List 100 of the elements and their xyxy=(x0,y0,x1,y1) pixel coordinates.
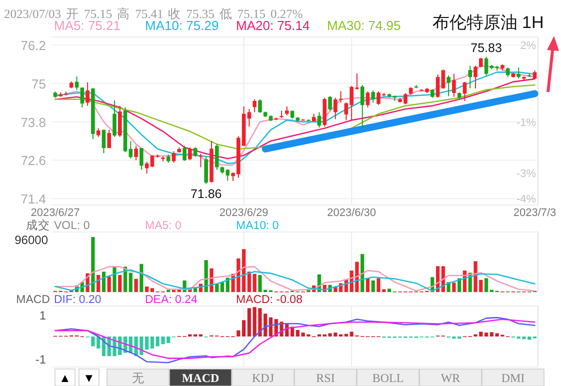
candlestick xyxy=(317,112,322,128)
bar xyxy=(490,332,494,336)
candlestick xyxy=(204,156,208,184)
text: 75.41 xyxy=(135,7,164,21)
y-axis-title: 成交 xyxy=(26,218,50,232)
candlestick xyxy=(360,84,364,129)
y-axis-title: MACD xyxy=(16,294,50,306)
candlestick xyxy=(366,90,370,108)
bar xyxy=(118,274,122,292)
chart-title: 布伦特原油 1H xyxy=(432,13,544,32)
x-tick-label: 2023/7/3 xyxy=(513,207,556,219)
bar xyxy=(150,336,154,348)
text: 2023/07/03 xyxy=(4,7,61,21)
bar xyxy=(252,274,256,292)
series-label: MACD: -0.08 xyxy=(236,294,302,306)
text: KDJ xyxy=(252,371,274,385)
bar xyxy=(145,286,149,292)
y2-tick-label: -4% xyxy=(516,194,536,206)
bar xyxy=(194,288,198,292)
text: MA5: 0 xyxy=(145,220,182,232)
y-tick-label: 75 xyxy=(32,76,46,92)
candlestick xyxy=(258,98,262,114)
y2-tick-label: -3% xyxy=(516,168,536,180)
text: MA30: 74.95 xyxy=(327,18,401,33)
text: ▲ xyxy=(59,371,71,385)
candlestick xyxy=(478,57,483,68)
bar xyxy=(296,330,300,336)
candlestick xyxy=(86,82,90,106)
candlestick xyxy=(198,153,203,168)
bar xyxy=(242,320,246,336)
bar xyxy=(247,308,251,336)
text: MA20: 75.14 xyxy=(236,18,310,33)
bar xyxy=(215,284,219,292)
x-tick-label: 2023/6/30 xyxy=(327,207,376,219)
candlestick xyxy=(80,87,84,108)
candlestick xyxy=(172,150,176,164)
candlestick xyxy=(247,108,252,128)
text: 高 xyxy=(117,6,130,21)
candlestick xyxy=(436,74,440,98)
candlestick xyxy=(452,73,456,98)
bar xyxy=(484,278,488,292)
text: 96000 xyxy=(14,233,48,247)
text: WR xyxy=(440,371,460,385)
candlestick xyxy=(468,65,472,89)
x-tick-label: 2023/6/29 xyxy=(219,207,268,219)
y2-tick-label: -1% xyxy=(516,116,536,129)
text: MA10: 0 xyxy=(236,220,279,232)
x-tick-label: 2023/6/27 xyxy=(30,207,80,219)
text: BOLL xyxy=(372,371,404,385)
bar xyxy=(371,280,375,292)
candlestick xyxy=(140,148,144,170)
text: 75.15 xyxy=(237,7,266,21)
candlestick xyxy=(112,100,116,138)
text: MACD xyxy=(182,371,220,385)
bar xyxy=(140,264,144,292)
y-tick-label: 76.2 xyxy=(20,38,46,53)
text: DMI xyxy=(501,371,525,385)
candlestick xyxy=(128,140,133,160)
y-tick-label: -1 xyxy=(35,352,46,366)
bar xyxy=(150,288,154,292)
candlestick xyxy=(484,56,488,76)
y-tick-label: 72.6 xyxy=(20,153,46,168)
candlestick xyxy=(462,81,467,102)
series-label: VOL: 0 xyxy=(54,220,90,232)
bar xyxy=(128,272,132,292)
y-tick-label: 71.4 xyxy=(20,192,46,207)
bar xyxy=(452,282,456,292)
text: 0.27% xyxy=(270,7,303,21)
bar xyxy=(96,336,100,348)
y2-tick-label: 2% xyxy=(520,40,536,52)
y-tick-label: 1 xyxy=(39,308,46,323)
bar xyxy=(360,254,364,292)
bar xyxy=(236,330,240,336)
y-tick-label: 73.8 xyxy=(20,114,46,130)
bar xyxy=(484,332,488,336)
candlestick xyxy=(516,66,521,80)
bar xyxy=(247,272,251,292)
candlestick xyxy=(102,129,106,154)
text: MA10: 75.29 xyxy=(145,18,219,33)
text: DEA: 0.24 xyxy=(145,294,198,306)
text: MA5: 75.21 xyxy=(54,18,120,33)
bar xyxy=(102,272,106,292)
candlestick xyxy=(252,98,256,113)
text: 无 xyxy=(132,371,144,385)
annotation: 71.86 xyxy=(190,186,222,201)
candlestick xyxy=(182,145,186,162)
candlestick xyxy=(134,145,138,161)
candlestick xyxy=(193,146,198,158)
text: 低 xyxy=(219,7,232,21)
text: ▼ xyxy=(83,371,95,385)
text: 75.15 xyxy=(84,7,112,21)
bar xyxy=(91,237,95,292)
text: 开 xyxy=(66,7,79,21)
candlestick xyxy=(188,146,192,161)
text: 75.35 xyxy=(186,7,214,21)
text: RSI xyxy=(316,371,335,385)
candlestick xyxy=(118,105,122,138)
bar xyxy=(107,276,111,292)
bar xyxy=(366,278,370,292)
bar xyxy=(242,249,246,292)
